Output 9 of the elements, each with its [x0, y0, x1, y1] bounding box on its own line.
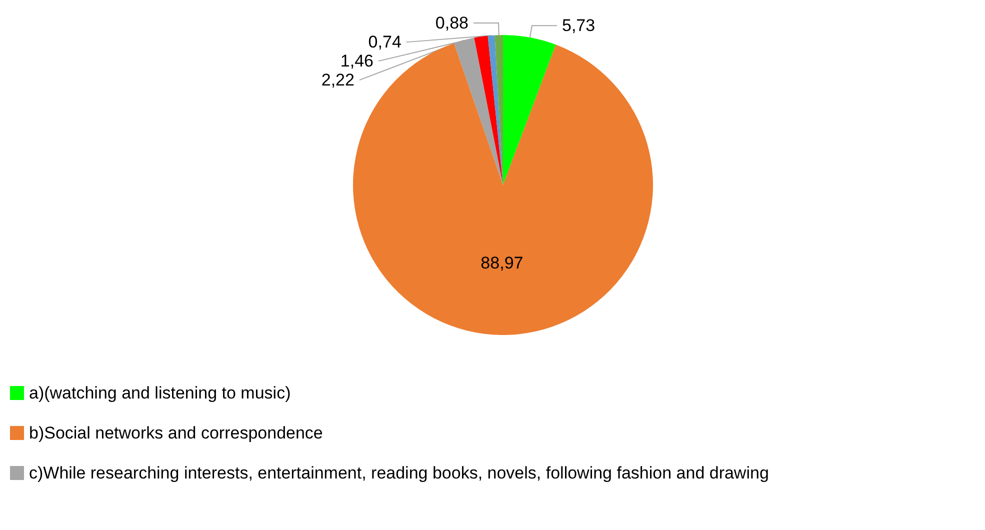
- data-label: 0,74: [368, 32, 402, 52]
- data-label: 0,88: [435, 14, 469, 33]
- data-label: 88,97: [480, 253, 524, 272]
- data-label: 2,22: [321, 70, 354, 90]
- legend-label: c)While researching interests, entertainment, reading books, novels, following fashion and drawing: [29, 464, 769, 482]
- data-label: 1,46: [340, 52, 374, 71]
- legend-label: b)Social networks and correspondence: [29, 424, 323, 442]
- legend-label: a)(watching and listening to music): [29, 384, 291, 402]
- data-label: 5,73: [562, 16, 596, 36]
